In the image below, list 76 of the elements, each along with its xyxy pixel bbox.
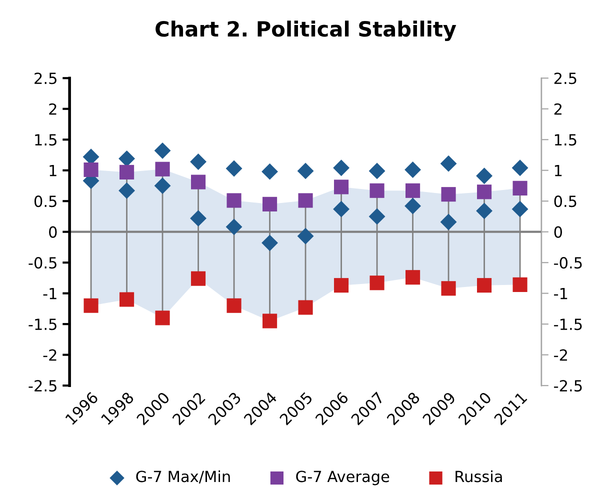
y-tick-label: 1: [50, 165, 56, 176]
point: [190, 271, 206, 286]
point: [119, 292, 134, 307]
point: [118, 182, 135, 199]
point: [190, 154, 206, 170]
y-tick-label: 2.5: [34, 72, 56, 84]
point: [512, 277, 528, 292]
point: [190, 210, 206, 227]
point: [333, 160, 350, 176]
y-tick-label: -1.5: [28, 318, 56, 330]
point: [155, 310, 170, 326]
y2-tick-label: 0: [554, 226, 562, 238]
point: [441, 281, 456, 296]
point: [440, 155, 457, 172]
point: [512, 160, 528, 176]
point: [404, 162, 421, 178]
point: [405, 183, 420, 198]
point: [154, 178, 171, 194]
y2-tick-label: -1: [554, 288, 568, 300]
point: [368, 208, 386, 225]
point: [404, 198, 421, 214]
y-tick-label: 2: [49, 103, 56, 115]
point: [370, 183, 384, 198]
y-tick-label: -1: [43, 288, 56, 300]
point: [476, 278, 492, 293]
point: [476, 202, 492, 220]
point: [405, 270, 420, 285]
y-tick-label: 0: [49, 226, 57, 238]
y2-tick-label: -2: [554, 349, 567, 361]
legend-label: G-7 Average: [296, 470, 390, 486]
legend-label: Russia: [456, 470, 502, 482]
point: [298, 193, 313, 208]
point: [119, 164, 134, 180]
point: [118, 150, 135, 167]
point: [440, 214, 457, 230]
y-tick-label: -0.5: [28, 257, 56, 269]
point: [262, 314, 278, 328]
point: [441, 187, 456, 202]
point: [297, 162, 314, 180]
y2-tick-label: -2.5: [554, 380, 582, 392]
point: [262, 196, 278, 212]
point: [512, 180, 528, 196]
y2-tick-label: -1.5: [554, 318, 582, 330]
point: [226, 298, 242, 313]
point: [226, 160, 242, 177]
point: [333, 200, 350, 218]
point: [512, 200, 528, 218]
y2-tick-label: -0.5: [554, 257, 582, 269]
point: [84, 298, 98, 313]
point: [262, 163, 278, 180]
point: [226, 218, 242, 236]
legend-label: G-7 Max/Min: [136, 470, 230, 484]
y-tick-label: 1.5: [35, 134, 56, 146]
point: [368, 162, 386, 180]
point: [262, 234, 278, 252]
y-tick-label: -2.5: [28, 380, 56, 392]
point: [154, 142, 171, 159]
y2-tick-label: 2: [554, 103, 562, 115]
point: [155, 162, 170, 176]
point: [334, 278, 349, 293]
y2-tick-label: 2.5: [554, 72, 576, 84]
point: [298, 300, 313, 315]
point: [370, 276, 384, 290]
point: [476, 184, 492, 200]
point: [297, 228, 314, 244]
y-tick-label: -2: [43, 349, 56, 361]
point: [84, 162, 98, 178]
y-tick-label: 0.5: [34, 196, 56, 208]
y2-tick-label: 1.5: [554, 134, 576, 146]
chart-title: Chart 2. Political Stability: [156, 20, 456, 41]
point: [190, 174, 206, 190]
point: [226, 193, 242, 208]
y2-tick-label: 1: [554, 165, 562, 176]
point: [334, 180, 349, 194]
point: [476, 168, 492, 184]
y2-tick-label: 0.5: [554, 196, 576, 208]
